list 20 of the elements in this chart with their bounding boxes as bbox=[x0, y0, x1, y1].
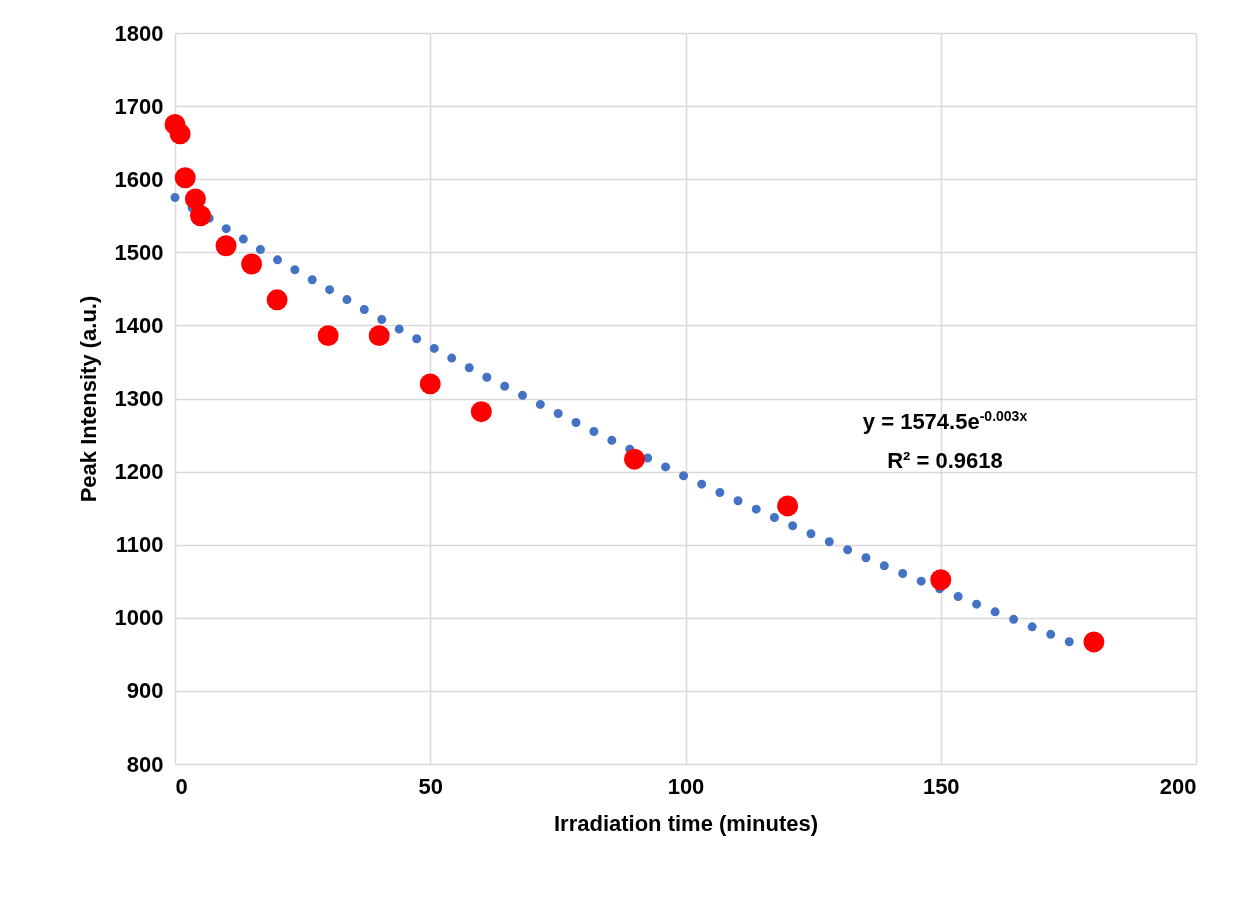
x-tick-label: 200 bbox=[1159, 773, 1197, 799]
x-tick-label: 0 bbox=[175, 773, 188, 799]
y-tick-label: 1500 bbox=[114, 239, 164, 265]
x-tick-label: 50 bbox=[418, 773, 443, 799]
y-tick-label: 1200 bbox=[114, 459, 164, 485]
x-tick-label: 100 bbox=[667, 773, 705, 799]
y-tick-label: 900 bbox=[126, 678, 164, 704]
x-tick-label: 150 bbox=[922, 773, 960, 799]
y-tick-label: 1300 bbox=[114, 386, 164, 411]
y-tick-label: 1700 bbox=[114, 93, 164, 119]
y-tick-label: 1600 bbox=[114, 166, 164, 192]
y-tick-label: 1400 bbox=[114, 312, 164, 338]
y-axis-title: Peak Intensity (a.u.) bbox=[75, 295, 101, 503]
y-tick-label: 1100 bbox=[115, 532, 164, 558]
annotation: R² = 0.9618 bbox=[887, 448, 1003, 474]
x-axis-title: Irradiation time (minutes) bbox=[553, 810, 819, 836]
y-tick-label: 1800 bbox=[114, 20, 164, 46]
y-tick-label: 1000 bbox=[114, 605, 164, 631]
y-tick-label: 800 bbox=[126, 751, 164, 777]
annotation: y = 1574.5e$^{-0.003x}$ bbox=[862, 408, 1028, 436]
